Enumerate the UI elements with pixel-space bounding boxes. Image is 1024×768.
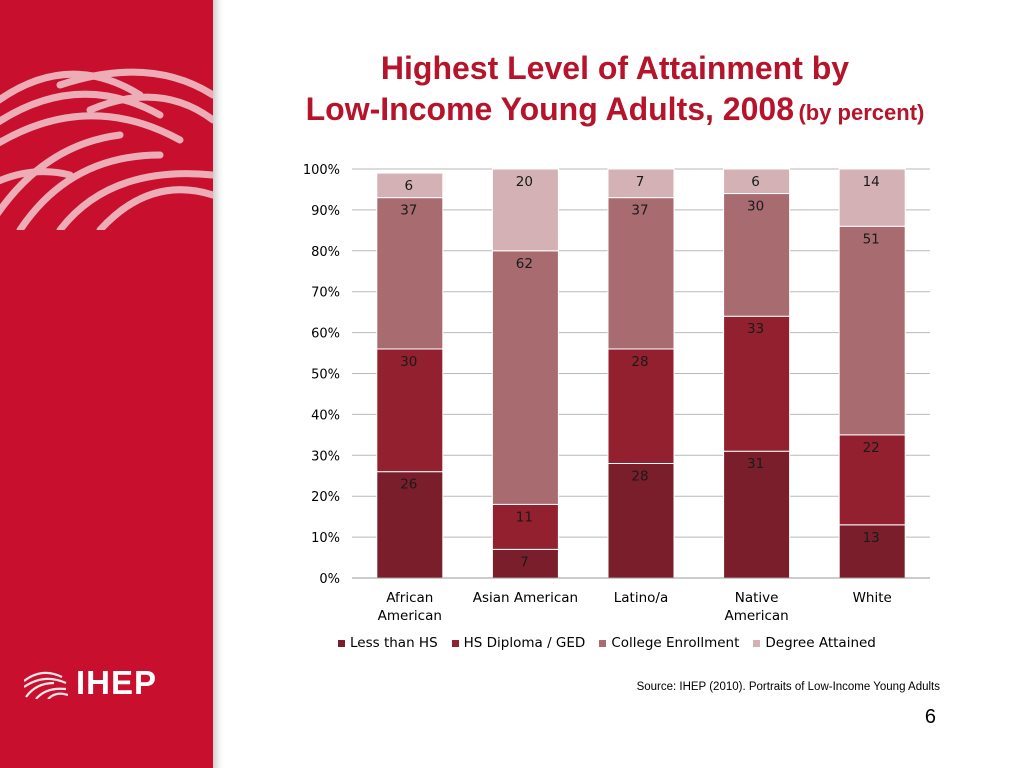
data-label: 28	[631, 354, 648, 370]
y-tick-label: 0%	[319, 572, 340, 587]
data-label: 20	[516, 174, 533, 190]
slide-title: Highest Level of Attainment by Low-Incom…	[230, 48, 1000, 136]
stacked-bar-chart: 0% 10% 20% 30% 40% 50% 60% 70% 80% 90% 100% 26 30 37 6…	[303, 163, 930, 624]
x-category-label: African	[386, 590, 433, 606]
data-label: 26	[400, 477, 417, 493]
legend-swatch	[753, 639, 761, 647]
data-label: 30	[400, 354, 417, 370]
x-category-label: Asian American	[473, 590, 578, 606]
data-label: 14	[863, 174, 880, 190]
data-label: 7	[520, 554, 529, 570]
data-label: 33	[747, 321, 764, 337]
bar-segment	[607, 462, 675, 579]
data-label: 28	[631, 468, 648, 484]
data-label: 62	[516, 256, 533, 272]
y-tick-label: 30%	[311, 449, 340, 464]
legend-swatch	[338, 639, 345, 647]
legend-item: Degree Attained	[753, 635, 876, 651]
data-label: 31	[747, 456, 764, 472]
x-category-label: American	[724, 608, 788, 624]
bar-segment	[607, 168, 675, 199]
y-tick-label: 90%	[311, 204, 340, 219]
chart-legend: Less than HS HS Diploma / GED College Enro…	[338, 635, 876, 651]
x-category-label: Latino/a	[614, 590, 668, 606]
bar-segment	[838, 168, 906, 227]
title-subtitle: (by percent)	[798, 100, 925, 125]
legend-label: Less than HS	[350, 635, 438, 651]
bar-segment	[607, 348, 675, 464]
data-label: 6	[405, 178, 414, 194]
y-tick-label: 70%	[311, 286, 340, 301]
data-label: 22	[863, 440, 880, 456]
y-tick-label: 50%	[311, 368, 340, 383]
data-label: 6	[751, 174, 760, 190]
bar-segment	[491, 250, 559, 505]
bar-segment	[491, 168, 559, 252]
arch-pattern-graphic	[0, 68, 213, 230]
data-label: 37	[400, 203, 417, 219]
data-label: 7	[636, 174, 645, 190]
bar-segment	[376, 197, 444, 350]
y-tick-label: 80%	[311, 245, 340, 260]
bar-segment	[607, 197, 675, 350]
logo-text: IHEP	[76, 664, 158, 701]
bar-segment	[491, 503, 559, 550]
legend-swatch	[599, 639, 607, 647]
bar-segment	[838, 524, 906, 579]
legend-item: HS Diploma / GED	[451, 635, 586, 651]
sidebar-panel: IHEP	[0, 0, 213, 768]
x-category-label: White	[853, 590, 892, 606]
legend-label: HS Diploma / GED	[463, 635, 586, 651]
bar-segment	[376, 348, 444, 473]
logo-arch-icon	[24, 671, 68, 699]
page-number: 6	[924, 706, 936, 728]
bar-segment	[838, 434, 906, 526]
y-tick-label: 100%	[303, 163, 340, 178]
title-line-2: Low-Income Young Adults, 2008	[305, 91, 794, 127]
legend-swatch	[451, 639, 459, 647]
bar-segment	[723, 193, 791, 317]
bar-segment	[376, 172, 444, 199]
legend-label: Degree Attained	[765, 635, 876, 651]
bar-segment	[723, 168, 791, 195]
data-label: 30	[747, 199, 764, 215]
data-label: 51	[863, 231, 880, 247]
ihep-logo: IHEP	[24, 664, 157, 702]
bar-segment	[723, 315, 791, 452]
legend-item: Less than HS	[338, 635, 438, 651]
sidebar-edge-shadow	[213, 0, 223, 768]
y-tick-label: 10%	[311, 531, 340, 546]
bar-segment	[838, 225, 906, 436]
data-label: 11	[516, 509, 533, 525]
y-tick-label: 20%	[311, 490, 340, 505]
x-category-label: Native	[735, 590, 779, 606]
title-line-1: Highest Level of Attainment by	[380, 50, 850, 86]
legend-label: College Enrollment	[611, 635, 740, 651]
y-tick-label: 60%	[311, 327, 340, 342]
data-label: 13	[863, 530, 880, 546]
source-note: Source: IHEP (2010). Portraits of Low-In…	[636, 681, 940, 693]
legend-item: College Enrollment	[599, 635, 739, 651]
y-tick-label: 40%	[311, 408, 340, 423]
x-category-label: American	[378, 608, 442, 624]
data-label: 37	[631, 203, 648, 219]
